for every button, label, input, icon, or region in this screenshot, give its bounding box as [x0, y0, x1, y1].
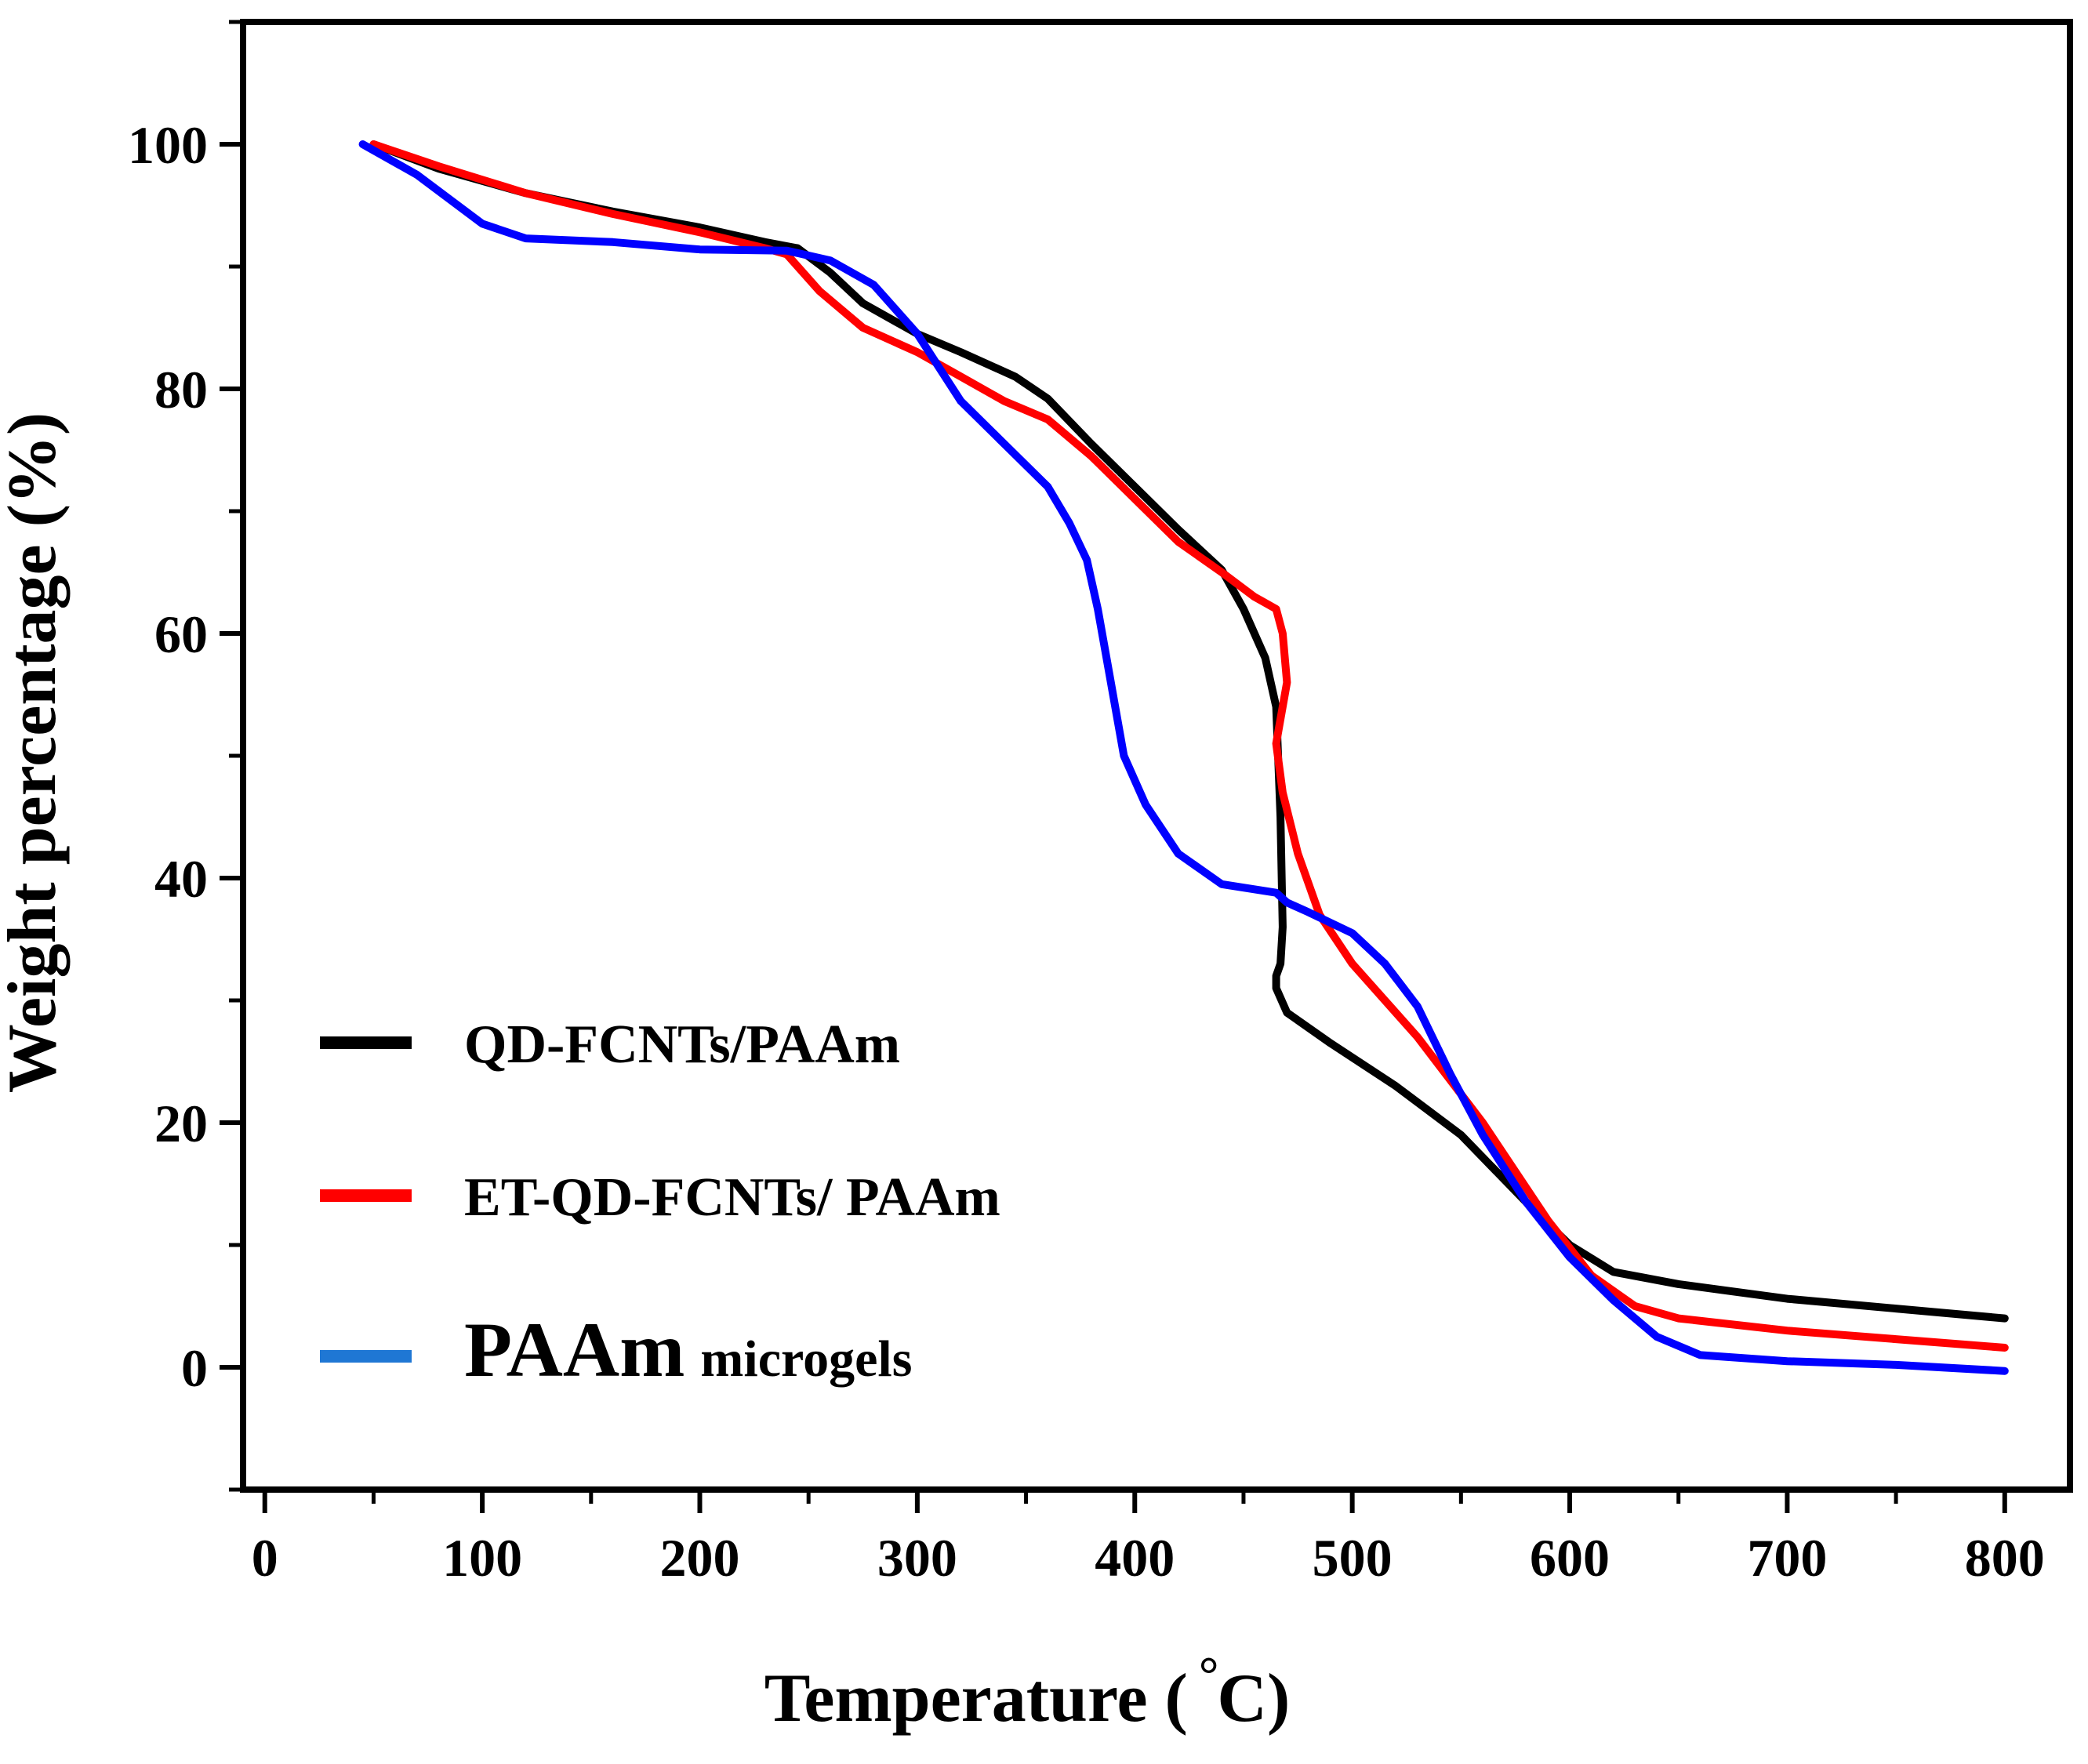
- x-tick-label: 100: [442, 1528, 522, 1588]
- x-axis-title-main: Temperature (: [764, 1661, 1188, 1737]
- series-line: [358, 140, 2009, 1375]
- x-tick-label: 500: [1313, 1528, 1393, 1588]
- legend: QD-FCNTs/PAAm ET-QD-FCNTs/ PAAm PAAm microg…: [320, 1014, 1000, 1393]
- axes: 0 100 200 300 400 500 600 700 800 0 20 40 60 80 100: [128, 19, 2073, 1588]
- y-tick-label: 80: [154, 360, 208, 419]
- x-tick-label: 800: [1965, 1528, 2045, 1588]
- legend-label-sub: microgels: [700, 1330, 912, 1388]
- x-tick-label: 200: [660, 1528, 740, 1588]
- legend-label: QD-FCNTs/PAAm: [464, 1014, 900, 1075]
- y-tick-label: 60: [154, 604, 208, 664]
- legend-label: PAAm microgels: [464, 1306, 912, 1393]
- x-tick-label: 700: [1747, 1528, 1827, 1588]
- y-axis-title: Weight percentage (%): [0, 412, 71, 1093]
- legend-label-main: PAAm: [464, 1306, 685, 1393]
- x-tick-label: 400: [1095, 1528, 1175, 1588]
- x-tick-label: 300: [877, 1528, 957, 1588]
- x-axis-title-degree: °: [1199, 1646, 1219, 1702]
- y-tick-label: 0: [181, 1338, 208, 1398]
- x-tick-label: 0: [252, 1528, 278, 1588]
- y-tick-label: 100: [128, 115, 208, 175]
- series-lines: [358, 140, 2009, 1375]
- x-tick-label: 600: [1530, 1528, 1610, 1588]
- legend-label: ET-QD-FCNTs/ PAAm: [464, 1167, 1000, 1228]
- x-axis-title-unit: C): [1217, 1661, 1290, 1737]
- x-axis-title: Temperature (°C): [764, 1646, 1291, 1737]
- y-tick-label: 40: [154, 849, 208, 909]
- y-tick-label: 20: [154, 1094, 208, 1153]
